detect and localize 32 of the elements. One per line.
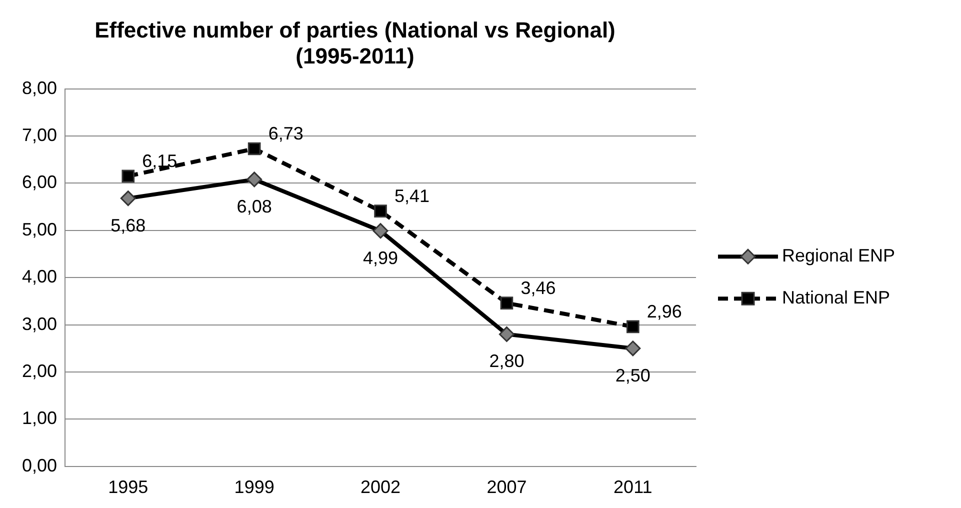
x-tick-label: 1995 xyxy=(108,477,148,498)
y-tick-label: 2,00 xyxy=(22,360,58,381)
data-label: 4,99 xyxy=(362,248,398,268)
chart-title: Effective number of parties (National vs Regional) (1995-2011) xyxy=(94,17,616,69)
point xyxy=(122,170,135,183)
data-label: 5,68 xyxy=(110,215,146,236)
data-label: 5,41 xyxy=(394,186,430,206)
data-label: 6,73 xyxy=(268,124,304,144)
data-label: 3,46 xyxy=(520,278,556,298)
x-tick-label: 1999 xyxy=(234,477,274,498)
point xyxy=(626,320,640,334)
y-tick-label: 1,00 xyxy=(22,408,58,428)
y-tick-label: 7,00 xyxy=(22,124,58,145)
point xyxy=(374,204,387,218)
point xyxy=(248,142,261,156)
y-tick-label: 6,00 xyxy=(22,172,58,192)
x-tick-label: 2002 xyxy=(360,477,401,498)
data-label: 6,15 xyxy=(142,151,178,172)
y-tick-label: 4,00 xyxy=(22,266,58,287)
legend-label: National ENP xyxy=(782,288,890,308)
data-label: 2,96 xyxy=(646,302,682,322)
point xyxy=(500,296,514,310)
y-tick-label: 8,00 xyxy=(22,78,58,98)
x-tick-label: 2007 xyxy=(486,477,527,498)
data-label: 2,80 xyxy=(489,351,524,372)
data-label: 6,08 xyxy=(236,196,272,216)
y-tick-label: 5,00 xyxy=(22,219,58,240)
y-tick-label: 0,00 xyxy=(22,455,58,476)
legend-label: Regional ENP xyxy=(782,246,896,266)
x-tick-label: 2011 xyxy=(614,477,652,498)
y-tick-label: 3,00 xyxy=(22,314,58,334)
data-label: 2,50 xyxy=(615,365,650,386)
